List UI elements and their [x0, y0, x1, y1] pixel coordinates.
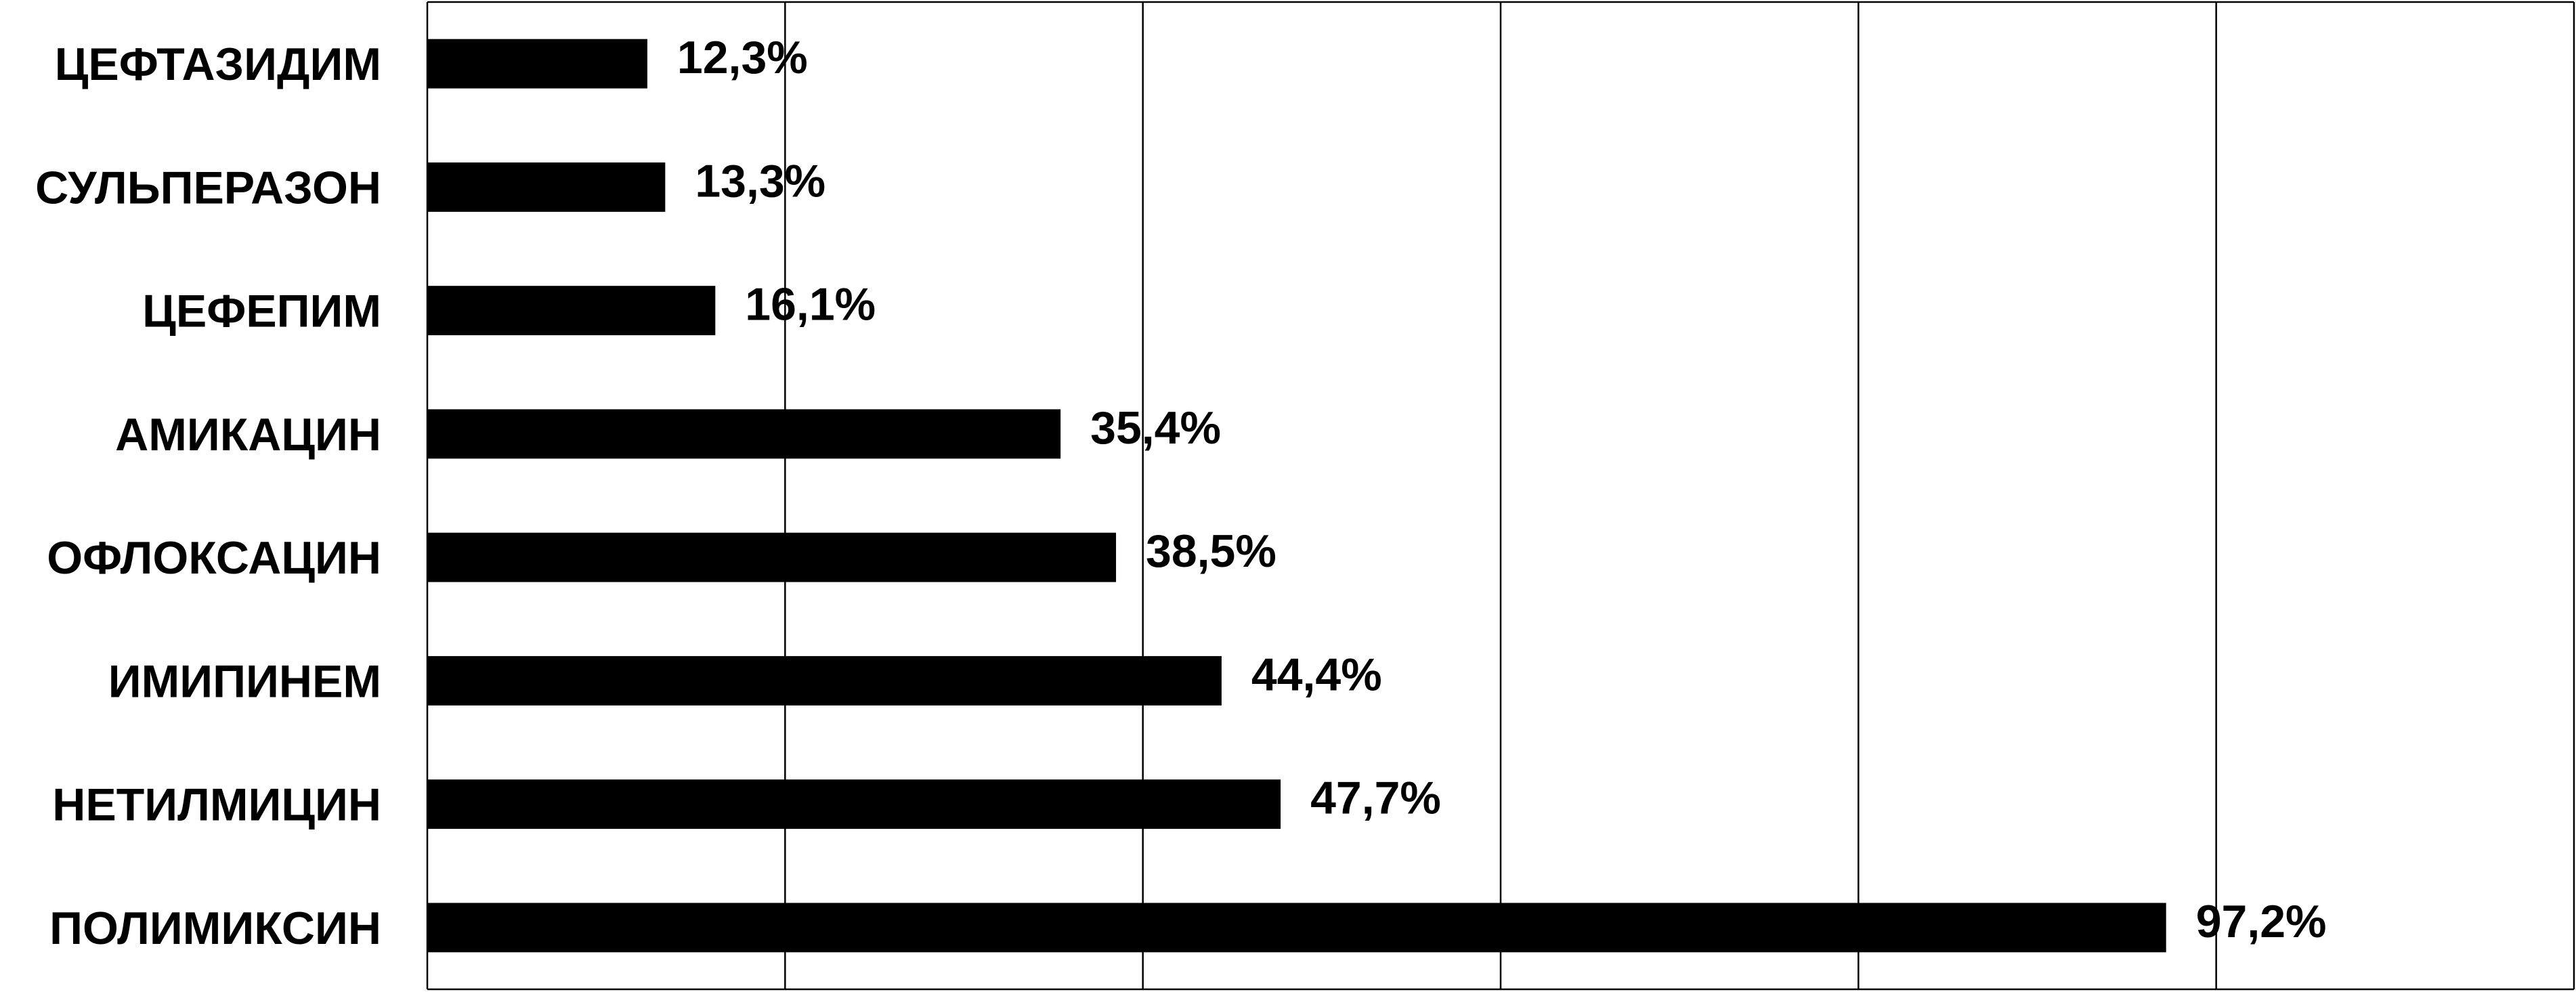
bar — [427, 532, 1117, 582]
data-label: 35,4% — [1090, 402, 1221, 454]
y-tick-label: НЕТИЛМИЦИН — [52, 779, 381, 831]
data-label: 97,2% — [2196, 896, 2327, 947]
data-label: 12,3% — [677, 32, 808, 83]
y-tick-label: ИМИПИНЕМ — [108, 655, 381, 707]
bar — [427, 779, 1281, 829]
data-label: 44,4% — [1251, 649, 1382, 700]
bar — [427, 39, 647, 89]
y-tick-label: СУЛЬПЕРАЗОН — [35, 162, 381, 213]
bar — [427, 286, 716, 336]
data-label: 38,5% — [1146, 525, 1276, 577]
data-label: 16,1% — [745, 279, 876, 330]
y-tick-label: ЦЕФЕПИМ — [142, 286, 381, 337]
y-tick-label: АМИКАЦИН — [115, 409, 381, 460]
y-tick-label: ОФЛОКСАЦИН — [47, 532, 381, 584]
bar — [427, 903, 2166, 953]
y-tick-label: ЦЕФТАЗИДИМ — [55, 39, 381, 90]
bar — [427, 162, 666, 212]
data-label: 47,7% — [1310, 773, 1441, 824]
y-tick-label: ПОЛИМИКСИН — [49, 903, 381, 954]
bar — [427, 655, 1222, 706]
bar — [427, 409, 1061, 459]
data-label: 13,3% — [695, 155, 825, 207]
